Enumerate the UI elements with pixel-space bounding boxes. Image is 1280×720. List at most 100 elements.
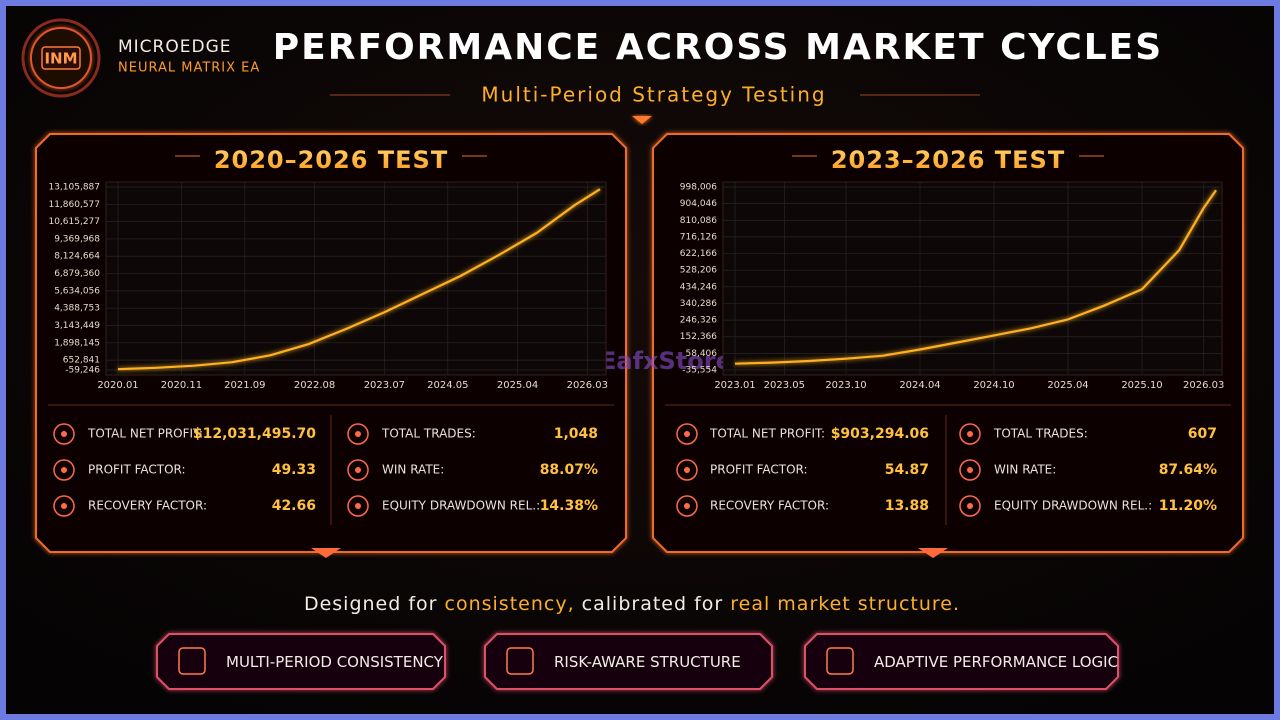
chart-title: 2020–2026 TEST: [214, 146, 448, 174]
stat-label: PROFIT FACTOR:: [88, 463, 186, 477]
stat-icon: [53, 495, 75, 517]
stat-icon: [53, 423, 75, 445]
stat-label: EQUITY DRAWDOWN REL.:: [994, 499, 1152, 513]
stat-label: RECOVERY FACTOR:: [88, 499, 207, 513]
y-tick-label: 4,388,753: [54, 304, 100, 314]
page-title: PERFORMANCE ACROSS MARKET CYCLES: [273, 27, 1163, 68]
plot-area: [722, 181, 1223, 376]
stat-icon: [347, 423, 369, 445]
stat-icon: [355, 503, 361, 509]
watermark: EafxStore: [600, 347, 732, 375]
stat-icon: [61, 503, 67, 509]
logo-text: INM: [44, 50, 77, 68]
stat-icon: [967, 467, 973, 473]
stat-value: 87.64%: [1159, 462, 1217, 478]
y-tick-label: 3,143,449: [54, 321, 100, 331]
stat-value: 42.66: [272, 498, 316, 514]
stat-icon: [684, 431, 690, 437]
x-tick-label: 2025.04: [497, 380, 538, 391]
x-tick-label: 2023.01: [714, 380, 755, 391]
y-tick-label: 1,898,145: [54, 338, 100, 348]
tagline-text: Designed for: [304, 593, 438, 615]
feature-label: RISK-AWARE STRUCTURE: [554, 653, 741, 671]
stat-value: 14.38%: [540, 498, 598, 514]
stat-value: 54.87: [885, 462, 929, 478]
stat-label: TOTAL NET PROFIT:: [87, 427, 203, 441]
stat-icon: [684, 467, 690, 473]
y-tick-label: 152,366: [680, 332, 717, 342]
feature-label: ADAPTIVE PERFORMANCE LOGIC: [874, 653, 1118, 671]
stat-value: $12,031,495.70: [193, 426, 316, 442]
tagline: Designed for consistency, calibrated for…: [304, 593, 960, 615]
y-tick-label: 11,860,577: [48, 200, 100, 210]
stat-label: TOTAL TRADES:: [993, 427, 1088, 441]
deco-arrow: [632, 116, 652, 124]
stat-icon: [676, 495, 698, 517]
feature-label: MULTI-PERIOD CONSISTENCY: [226, 653, 444, 671]
page-subtitle: Multi-Period Strategy Testing: [481, 83, 826, 107]
x-tick-label: 2025.04: [1047, 380, 1088, 391]
stat-value: 88.07%: [540, 462, 598, 478]
x-tick-label: 2022.08: [294, 380, 335, 391]
brand-sub: NEURAL MATRIX EA: [118, 61, 260, 76]
stat-icon: [959, 423, 981, 445]
x-tick-label: 2023.07: [364, 380, 405, 391]
x-tick-label: 2020.01: [97, 380, 138, 391]
brand: MICROEDGE: [118, 37, 232, 57]
x-tick-label: 2023.05: [764, 380, 805, 391]
y-tick-label: 5,634,056: [54, 286, 100, 296]
x-tick-label: 2024.04: [899, 380, 940, 391]
y-tick-label: 434,246: [680, 282, 717, 292]
stat-icon: [959, 459, 981, 481]
stat-value: 11.20%: [1159, 498, 1217, 514]
stat-icon: [967, 503, 973, 509]
y-tick-label: 58,406: [686, 349, 718, 359]
y-tick-label: 904,046: [680, 199, 717, 209]
y-tick-label: 6,879,360: [54, 269, 100, 279]
x-tick-label: 2020.11: [161, 380, 202, 391]
stat-label: WIN RATE:: [382, 463, 444, 477]
stat-label: EQUITY DRAWDOWN REL.:: [382, 499, 540, 513]
tagline-text: calibrated for: [582, 593, 724, 615]
y-tick-label: 10,615,277: [48, 217, 100, 227]
stat-value: 13.88: [885, 498, 929, 514]
y-tick-label: 9,369,968: [54, 234, 100, 244]
stat-icon: [967, 431, 973, 437]
equity-line: [734, 189, 1217, 365]
y-tick-label: 998,006: [680, 183, 717, 193]
stat-icon: [355, 431, 361, 437]
x-tick-label: 2021.09: [224, 380, 265, 391]
stat-icon: [959, 495, 981, 517]
x-tick-label: 2026.03: [1183, 380, 1224, 391]
y-tick-label: 810,086: [680, 216, 717, 226]
stat-value: 49.33: [272, 462, 316, 478]
y-tick-label: 622,166: [680, 249, 717, 259]
feature-box: [156, 633, 446, 690]
feature-box: [484, 633, 773, 690]
equity-line: [117, 188, 601, 371]
x-tick-label: 2024.05: [427, 380, 468, 391]
tagline-highlight: consistency,: [445, 593, 575, 615]
plot-area: [105, 181, 607, 376]
stat-icon: [347, 459, 369, 481]
y-tick-label: 652,841: [63, 356, 100, 366]
stat-icon: [676, 423, 698, 445]
chart-title: 2023–2026 TEST: [831, 146, 1065, 174]
y-tick-label: 13,105,887: [48, 183, 100, 193]
stat-label: TOTAL NET PROFIT:: [709, 427, 825, 441]
x-tick-label: 2025.10: [1121, 380, 1162, 391]
stat-icon: [355, 467, 361, 473]
logo: INM: [21, 18, 101, 98]
stat-label: PROFIT FACTOR:: [710, 463, 808, 477]
y-tick-label: -59,246: [65, 366, 100, 376]
y-tick-label: 8,124,664: [54, 252, 100, 262]
stat-icon: [53, 459, 75, 481]
stat-label: RECOVERY FACTOR:: [710, 499, 829, 513]
y-tick-label: 528,206: [680, 266, 717, 276]
stat-value: 1,048: [554, 426, 598, 442]
x-tick-label: 2026.03: [567, 380, 608, 391]
feature-icon: [826, 647, 854, 675]
stat-icon: [684, 503, 690, 509]
feature-icon: [178, 647, 206, 675]
